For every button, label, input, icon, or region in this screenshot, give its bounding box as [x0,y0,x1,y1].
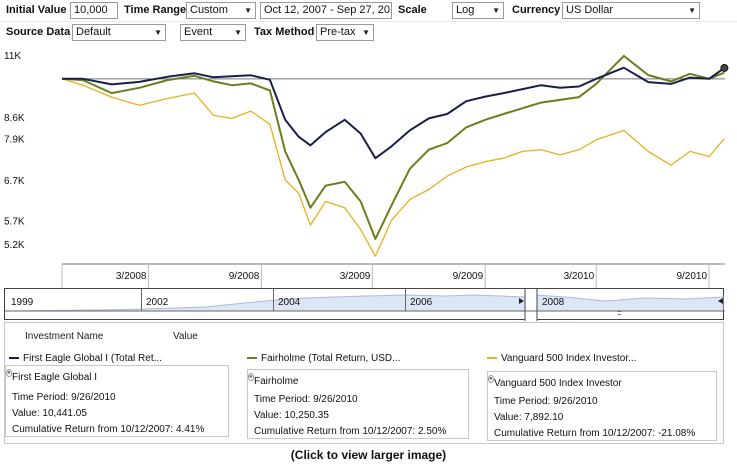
card-value: Value: 10,441.05 [12,408,87,419]
card-period: Time Period: 9/26/2010 [12,392,116,403]
tax-method-value: Pre-tax [320,26,356,38]
line-chart[interactable]: 11K 8.6K 7.9K 6.7K 5.7K 5.2K 3/2008 9/2008 3/20… [0,44,737,288]
x-tick-label: 3/2008 [116,271,147,282]
legend-series-label: Fairholme (Total Return, USD... [261,353,401,364]
initial-value-label: Initial Value [6,4,67,16]
close-icon[interactable]: ● [6,369,12,377]
tooltip-card-vanguard: ● Vanguard 500 Index Investor Time Perio… [487,371,717,441]
navigator-area-fill [5,294,724,312]
y-tick-label: 7.9K [4,134,25,145]
legend-series-label: First Eagle Global I (Total Ret... [23,353,162,364]
legend-series-vanguard[interactable]: Vanguard 500 Index Investor... [487,353,636,364]
legend-panel: Investment Name Value First Eagle Global… [4,322,724,444]
legend-series-label: Vanguard 500 Index Investor... [501,353,637,364]
date-range-input[interactable]: Oct 12, 2007 - Sep 27, 2010 [260,2,392,19]
navigator-area [5,289,725,321]
time-range-value: Custom [190,4,228,16]
x-tick-label: 9/2010 [676,271,707,282]
card-value: Value: 10,250.35 [254,410,329,421]
card-name: Fairholme [254,376,299,387]
col-header-investment-name: Investment Name [25,331,104,342]
currency-select[interactable]: US Dollar [562,2,700,19]
y-tick-label: 8.6K [4,113,25,124]
legend-swatch [9,357,19,360]
y-tick-label: 5.2K [4,240,25,251]
nav-divider [141,289,142,311]
close-icon[interactable]: ● [488,375,494,383]
x-tick-label: 3/2009 [340,271,371,282]
col-header-value: Value [173,331,198,342]
nav-year-1999: 1999 [11,297,34,308]
scale-value: Log [456,4,475,16]
navigator-gap [525,289,537,321]
x-tick-label: 3/2010 [564,271,595,282]
time-range-label: Time Range [124,4,187,16]
card-period: Time Period: 9/26/2010 [494,396,598,407]
card-cumulative: Cumulative Return from 10/12/2007: 2.50% [254,426,447,437]
tooltip-card-fairholme: ● Fairholme Time Period: 9/26/2010 Value… [247,369,469,439]
legend-series-first-eagle[interactable]: First Eagle Global I (Total Ret... [9,353,162,364]
legend-series-fairholme[interactable]: Fairholme (Total Return, USD... [247,353,401,364]
card-cumulative: Cumulative Return from 10/12/2007: -21.0… [494,428,696,439]
currency-value: US Dollar [566,4,614,16]
controls-row-1: Initial Value 10,000 Time Range Custom O… [0,0,737,22]
navigator-scroll-grip[interactable]: :::: [617,310,622,317]
nav-year-2004: 2004 [278,297,301,308]
initial-value-input[interactable]: 10,000 [70,2,118,19]
event-select[interactable]: Event [180,24,246,41]
series-line-0 [62,66,725,160]
card-name: First Eagle Global I [12,372,98,383]
navigator-left-arrow[interactable] [718,298,723,304]
plot-background [0,44,737,288]
time-range-select[interactable]: Custom [186,2,256,19]
card-value: Value: 7,892.10 [494,412,564,423]
source-data-select[interactable]: Default [72,24,166,41]
card-period: Time Period: 9/26/2010 [254,394,358,405]
x-tick-label: 9/2008 [229,271,260,282]
y-tick-label: 11K [4,51,21,62]
card-cumulative: Cumulative Return from 10/12/2007: 4.41% [12,424,205,435]
nav-divider [405,289,406,311]
event-value: Event [184,26,213,38]
x-tick-label: 9/2009 [453,271,484,282]
y-tick-label: 5.7K [4,217,25,228]
navigator-right-arrow[interactable] [519,298,524,304]
nav-year-2008: 2008 [542,297,565,308]
scale-label: Scale [398,4,427,16]
y-tick-label: 6.7K [4,176,25,187]
legend-swatch [247,357,257,360]
close-icon[interactable]: ● [248,373,254,381]
scale-select[interactable]: Log [452,2,504,19]
tax-method-select[interactable]: Pre-tax [316,24,374,41]
source-data-label: Source Data [6,26,71,38]
legend-swatch [487,357,497,360]
caption-link[interactable]: (Click to view larger image) [290,448,447,462]
tooltip-card-first-eagle: ● First Eagle Global I Time Period: 9/26… [5,365,229,437]
range-navigator[interactable]: 1999 2002 2004 2006 2008 :::: [4,288,725,321]
currency-label: Currency [512,4,561,16]
series-line-2 [61,78,725,257]
nav-year-2006: 2006 [410,297,433,308]
endpoint-marker [720,63,729,72]
controls-row-2: Source Data Default Event Tax Method Pre… [0,22,737,44]
source-data-value: Default [76,26,111,38]
nav-year-2002: 2002 [146,297,169,308]
nav-divider [273,289,274,311]
tax-method-label: Tax Method [254,26,315,38]
card-name: Vanguard 500 Index Investor [494,378,622,389]
